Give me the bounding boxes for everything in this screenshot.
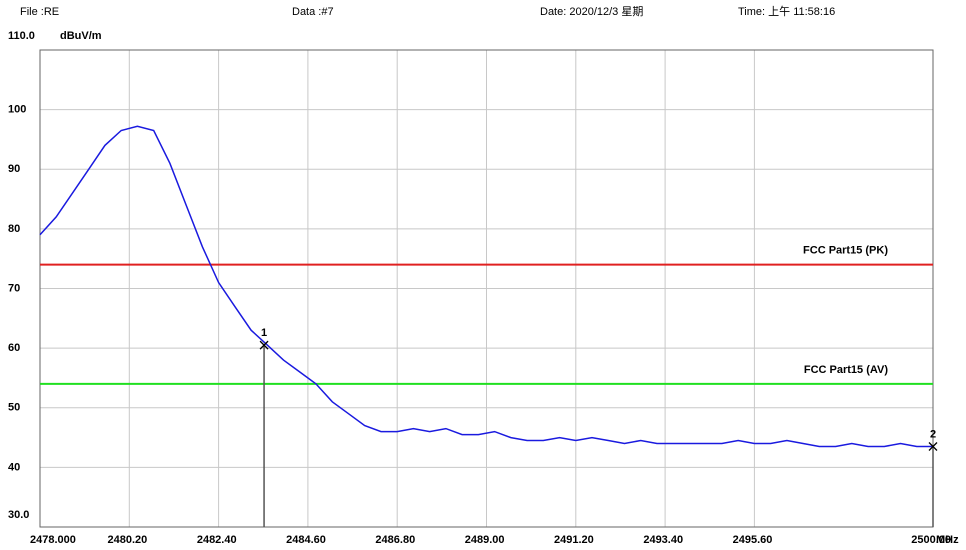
y-tick-label: 80 bbox=[8, 223, 20, 235]
x-tick-label: 2491.20 bbox=[554, 534, 594, 546]
limit-label: FCC Part15 (AV) bbox=[804, 364, 888, 376]
x-tick-label: 2486.80 bbox=[375, 534, 415, 546]
x-tick-label: 2489.00 bbox=[465, 534, 505, 546]
x-tick-label: 2484.60 bbox=[286, 534, 326, 546]
x-tick-label: 2478.000 bbox=[30, 534, 76, 546]
trace bbox=[39, 125, 933, 448]
x-tick-label: 2500.00 bbox=[911, 534, 951, 546]
y-tick-label: 100 bbox=[8, 104, 26, 116]
y-tick-label: 30.0 bbox=[8, 509, 29, 521]
marker-label: 1 bbox=[261, 327, 267, 339]
y-axis-unit: dBuV/m bbox=[60, 30, 102, 42]
y-tick-label: 90 bbox=[8, 163, 20, 175]
y-tick-label: 50 bbox=[8, 402, 20, 414]
x-tick-label: 2493.40 bbox=[643, 534, 683, 546]
plot-border bbox=[39, 49, 934, 528]
data-label: Data :#7 bbox=[292, 6, 334, 18]
x-tick-label: 2480.20 bbox=[108, 534, 148, 546]
time-label: Time: 上午 11:58:16 bbox=[738, 5, 835, 18]
x-axis-unit: MHz bbox=[936, 534, 959, 546]
limit-label: FCC Part15 (PK) bbox=[803, 245, 888, 257]
x-tick-label: 2495.60 bbox=[733, 534, 773, 546]
marker-symbol bbox=[259, 340, 269, 350]
marker-symbol bbox=[928, 442, 938, 451]
marker-label: 2 bbox=[930, 428, 936, 440]
y-tick-label: 110.0 bbox=[8, 30, 35, 42]
y-tick-label: 70 bbox=[8, 282, 20, 294]
file-label: File :RE bbox=[20, 6, 59, 18]
x-tick-label: 2482.40 bbox=[197, 534, 237, 546]
y-tick-label: 40 bbox=[8, 461, 20, 473]
date-label: Date: 2020/12/3 星期 bbox=[540, 5, 643, 18]
y-tick-label: 60 bbox=[8, 342, 20, 354]
